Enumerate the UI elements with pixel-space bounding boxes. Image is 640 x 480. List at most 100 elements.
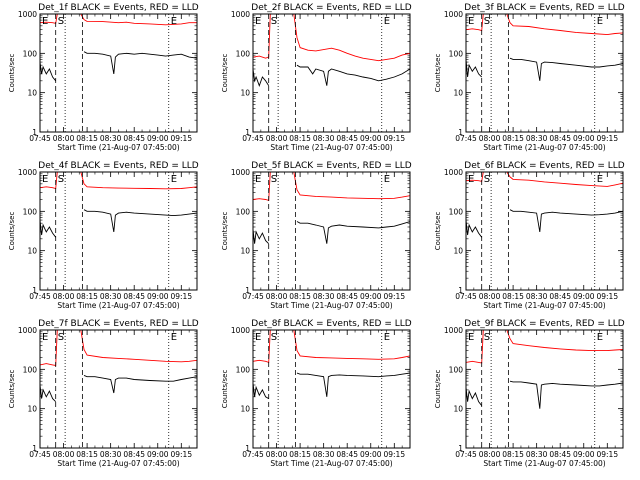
x-tick-label: 08:30 [313,450,335,459]
detector-panel: Det_6f BLACK = Events, RED = LLD Counts/s… [434,161,625,310]
time-marker-label: E [384,332,390,343]
panel-title: Det_1f BLACK = Events, RED = LLD [38,3,198,13]
plot-frame [252,13,411,133]
y-tick-label: 1000 [231,10,250,19]
y-tick-label: 1 [245,444,250,453]
y-tick-label: 1000 [444,168,463,177]
lld-series-line [253,14,410,62]
plot-frame [252,171,411,291]
x-tick-label: 09:00 [147,450,169,459]
x-tick-label: 09:15 [170,292,192,301]
y-tick-label: 100 [449,365,464,374]
x-tick-label: 07:45 [455,292,477,301]
y-tick-label: 10 [240,89,250,98]
plot-frame [39,13,198,133]
x-axis-label: Start Time (21-Aug-07 07:45:00) [270,143,392,152]
x-tick-label: 09:15 [596,292,618,301]
x-tick-label: 08:30 [100,134,122,143]
y-tick-label: 10 [453,89,463,98]
y-tick-label: 100 [449,49,464,58]
y-tick-label: 1 [32,286,37,295]
events-series-line [40,374,197,403]
time-marker-label: E [171,332,177,343]
time-marker-label: S [484,16,490,27]
x-tick-label: 09:00 [147,134,169,143]
events-series-line [40,51,197,82]
y-tick-label: 10 [240,247,250,256]
plot-frame [252,329,411,449]
y-tick-label: 1000 [444,10,463,19]
y-tick-label: 100 [449,207,464,216]
x-tick-label: 07:45 [29,134,51,143]
x-tick-label: 07:45 [242,292,264,301]
time-marker-label: E [468,332,474,343]
y-tick-label: 10 [240,405,250,414]
y-tick-label: 1 [245,128,250,137]
x-tick-label: 09:00 [573,134,595,143]
x-tick-label: 08:30 [100,450,122,459]
time-marker-label: E [255,174,261,185]
events-series-line [466,209,623,238]
x-tick-label: 08:00 [53,134,75,143]
time-marker-label: S [271,174,277,185]
y-tick-label: 1 [245,286,250,295]
x-tick-label: 07:45 [29,450,51,459]
y-tick-label: 10 [27,405,37,414]
x-tick-label: 08:45 [336,292,358,301]
y-axis-label: Counts/sec [221,370,229,409]
x-tick-label: 09:00 [573,450,595,459]
y-axis-label: Counts/sec [434,212,442,251]
events-series-line [466,380,623,409]
y-axis-label: Counts/sec [434,370,442,409]
y-tick-label: 100 [236,49,251,58]
y-axis-label: Counts/sec [221,212,229,251]
x-tick-label: 08:45 [549,292,571,301]
x-tick-label: 08:30 [313,292,335,301]
events-series-line [466,57,623,81]
y-tick-label: 100 [236,365,251,374]
x-tick-label: 08:45 [549,450,571,459]
x-tick-label: 08:15 [502,134,524,143]
time-marker-label: E [597,174,603,185]
detector-panel: Det_7f BLACK = Events, RED = LLD Counts/s… [8,319,199,468]
panel-title: Det_8f BLACK = Events, RED = LLD [251,319,411,329]
detector-panel: Det_3f BLACK = Events, RED = LLD Counts/s… [434,3,625,152]
x-tick-label: 08:45 [123,292,145,301]
detector-panel: Det_8f BLACK = Events, RED = LLD Counts/s… [221,319,412,468]
x-tick-label: 09:00 [147,292,169,301]
x-tick-label: 09:15 [383,450,405,459]
events-series-line [253,221,410,245]
y-tick-label: 1000 [18,10,37,19]
x-tick-label: 08:30 [526,134,548,143]
x-tick-label: 08:15 [76,134,98,143]
detector-panel: Det_4f BLACK = Events, RED = LLD Counts/s… [8,161,199,310]
x-axis-label: Start Time (21-Aug-07 07:45:00) [483,459,605,468]
x-axis-label: Start Time (21-Aug-07 07:45:00) [483,301,605,310]
x-tick-label: 08:15 [502,450,524,459]
y-axis-label: Counts/sec [434,54,442,93]
x-tick-label: 08:45 [123,450,145,459]
x-tick-label: 08:30 [313,134,335,143]
time-marker-label: S [271,16,277,27]
x-tick-label: 09:15 [596,134,618,143]
x-tick-label: 08:00 [479,292,501,301]
plot-frame [465,329,624,449]
time-marker-label: E [255,16,261,27]
time-marker-label: S [58,174,64,185]
x-tick-label: 08:15 [76,292,98,301]
x-tick-label: 08:45 [336,134,358,143]
x-axis-label: Start Time (21-Aug-07 07:45:00) [57,459,179,468]
x-axis-label: Start Time (21-Aug-07 07:45:00) [483,143,605,152]
y-tick-label: 1000 [444,326,463,335]
time-marker-label: S [484,174,490,185]
x-tick-label: 08:30 [526,292,548,301]
time-marker-label: S [484,332,490,343]
time-marker-label: E [384,16,390,27]
x-tick-label: 08:15 [289,292,311,301]
y-tick-label: 10 [453,247,463,256]
events-series-line [253,372,410,399]
y-tick-label: 1000 [231,326,250,335]
x-tick-label: 09:15 [170,450,192,459]
x-tick-label: 09:00 [360,134,382,143]
